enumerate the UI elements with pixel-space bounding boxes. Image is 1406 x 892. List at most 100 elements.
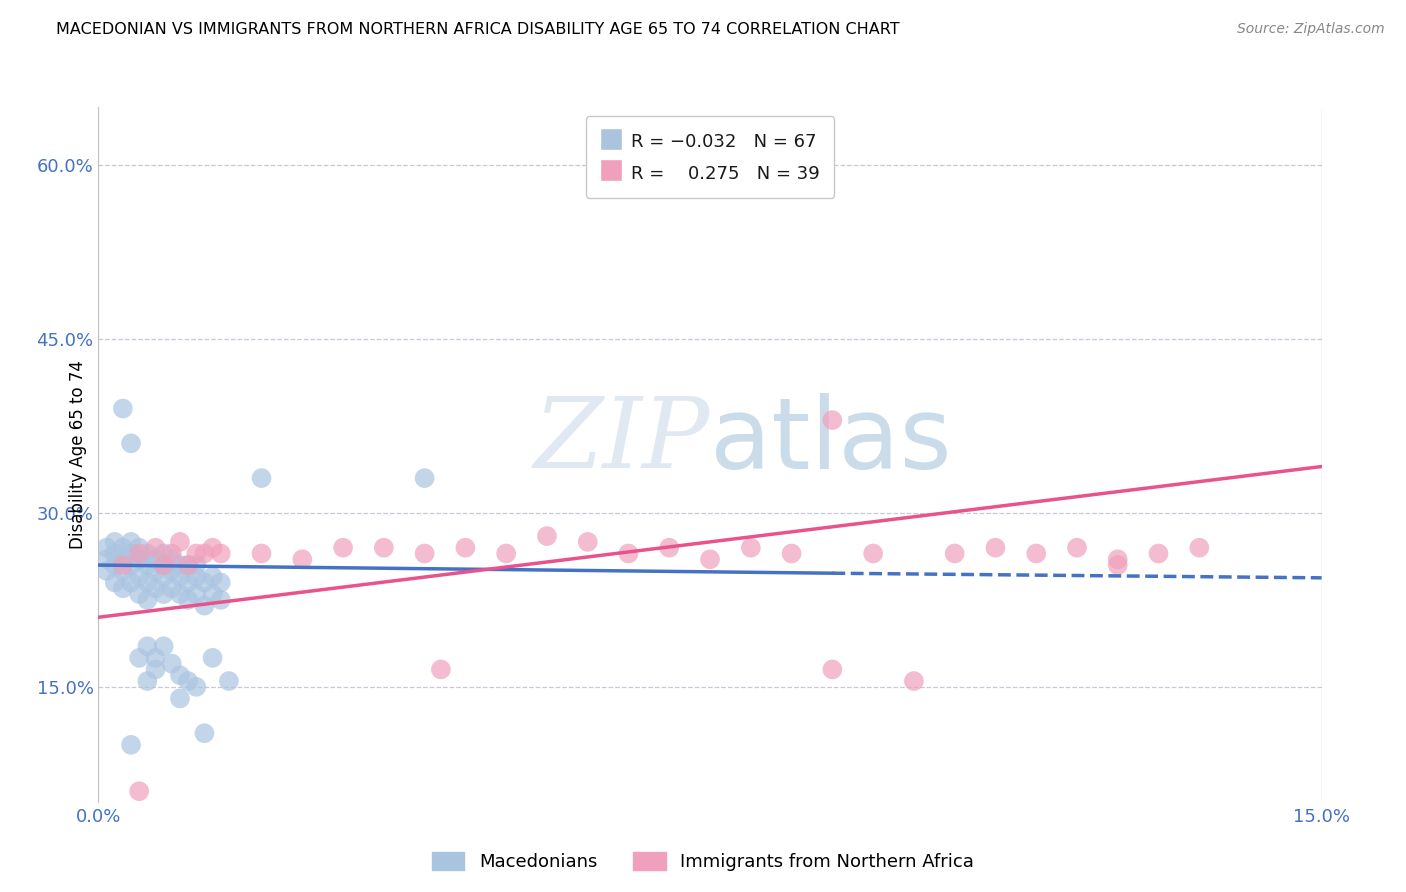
Point <box>169 570 191 584</box>
Point <box>111 564 134 578</box>
Point <box>145 541 167 555</box>
Point <box>193 726 215 740</box>
Point <box>128 546 150 561</box>
Point <box>120 534 142 549</box>
Text: atlas: atlas <box>710 392 952 490</box>
Point <box>120 436 142 450</box>
Point <box>201 570 224 584</box>
Point <box>111 558 134 573</box>
Point <box>1107 558 1129 573</box>
Point <box>128 784 150 798</box>
Point <box>186 558 208 573</box>
Legend: Macedonians, Immigrants from Northern Africa: Macedonians, Immigrants from Northern Af… <box>425 845 981 879</box>
Point <box>413 546 436 561</box>
Point <box>495 546 517 561</box>
Point <box>160 582 183 596</box>
Point <box>699 552 721 566</box>
Point <box>136 592 159 607</box>
Text: ZIP: ZIP <box>534 393 710 489</box>
Point <box>1107 552 1129 566</box>
Point <box>104 534 127 549</box>
Point <box>177 592 200 607</box>
Point <box>177 558 200 573</box>
Point <box>160 546 183 561</box>
Point <box>169 668 191 682</box>
Point <box>96 552 118 566</box>
Point <box>152 570 174 584</box>
Point <box>186 570 208 584</box>
Point <box>373 541 395 555</box>
Text: Source: ZipAtlas.com: Source: ZipAtlas.com <box>1237 22 1385 37</box>
Point <box>193 575 215 590</box>
Point <box>617 546 640 561</box>
Point <box>120 558 142 573</box>
Point <box>177 674 200 689</box>
Point <box>152 558 174 573</box>
Point <box>169 534 191 549</box>
Point <box>136 575 159 590</box>
Point <box>145 582 167 596</box>
Point <box>128 541 150 555</box>
Point <box>1147 546 1170 561</box>
Point <box>821 662 844 677</box>
Point <box>250 546 273 561</box>
Point <box>186 587 208 601</box>
Point <box>430 662 453 677</box>
Point <box>136 546 159 561</box>
Point <box>128 651 150 665</box>
Point <box>111 552 134 566</box>
Point <box>209 546 232 561</box>
Point <box>1188 541 1211 555</box>
Point <box>218 674 240 689</box>
Point <box>120 738 142 752</box>
Point <box>332 541 354 555</box>
Point <box>209 592 232 607</box>
Point <box>209 575 232 590</box>
Point <box>111 582 134 596</box>
Point <box>104 546 127 561</box>
Point <box>136 558 159 573</box>
Point <box>145 552 167 566</box>
Point <box>780 546 803 561</box>
Point <box>120 546 142 561</box>
Point <box>943 546 966 561</box>
Point <box>152 546 174 561</box>
Point <box>152 639 174 653</box>
Point <box>821 413 844 427</box>
Point <box>169 558 191 573</box>
Point <box>658 541 681 555</box>
Point <box>145 651 167 665</box>
Point <box>96 564 118 578</box>
Legend: R = −0.032   N = 67, R =  0.275   N = 39: R = −0.032 N = 67, R = 0.275 N = 39 <box>586 116 834 198</box>
Point <box>160 552 183 566</box>
Point <box>984 541 1007 555</box>
Point <box>136 674 159 689</box>
Y-axis label: Disability Age 65 to 74: Disability Age 65 to 74 <box>69 360 87 549</box>
Point <box>201 541 224 555</box>
Point <box>186 680 208 694</box>
Point <box>903 674 925 689</box>
Point <box>862 546 884 561</box>
Point <box>740 541 762 555</box>
Point <box>120 575 142 590</box>
Point <box>136 639 159 653</box>
Point <box>169 587 191 601</box>
Point <box>413 471 436 485</box>
Point <box>454 541 477 555</box>
Point <box>536 529 558 543</box>
Point <box>104 558 127 573</box>
Point <box>186 546 208 561</box>
Point <box>104 575 127 590</box>
Point <box>193 599 215 613</box>
Point <box>201 651 224 665</box>
Point <box>169 691 191 706</box>
Point <box>177 558 200 573</box>
Point <box>201 587 224 601</box>
Point <box>1066 541 1088 555</box>
Point <box>145 662 167 677</box>
Point <box>111 541 134 555</box>
Point <box>128 587 150 601</box>
Text: MACEDONIAN VS IMMIGRANTS FROM NORTHERN AFRICA DISABILITY AGE 65 TO 74 CORRELATIO: MACEDONIAN VS IMMIGRANTS FROM NORTHERN A… <box>56 22 900 37</box>
Point <box>96 541 118 555</box>
Point <box>177 575 200 590</box>
